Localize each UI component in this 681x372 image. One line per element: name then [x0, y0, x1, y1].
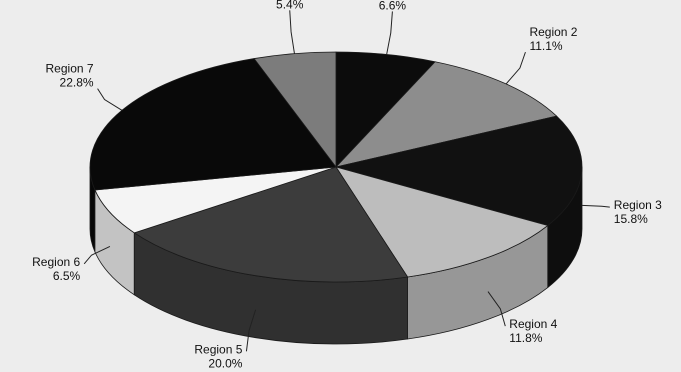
- pie-slice-5: [133, 166, 408, 283]
- pie-slice-8: [253, 51, 337, 168]
- pie-slice-4: [335, 166, 549, 278]
- leader-line-5: [245, 309, 257, 352]
- slice-value-7: 22.8%: [60, 76, 94, 90]
- slice-value-5: 20.0%: [208, 356, 242, 370]
- slice-value-2: 11.1%: [529, 39, 562, 53]
- slice-label-3: Region 3: [614, 198, 662, 212]
- slice-value-4: 11.8%: [509, 331, 542, 345]
- leader-line-3: [581, 204, 610, 208]
- pie-top-faces: [89, 51, 583, 283]
- slice-label-2: Region 2: [529, 25, 577, 39]
- slice-value-8: 5.4%: [276, 0, 304, 11]
- leader-line-8: [289, 10, 295, 54]
- slice-label-7: Region 7: [46, 62, 94, 76]
- leader-line-2: [505, 51, 526, 85]
- leader-line-7: [97, 88, 123, 111]
- slice-value-1: 6.6%: [379, 0, 407, 12]
- slice-label-4: Region 4: [509, 317, 557, 331]
- leader-line-4: [487, 291, 506, 327]
- slice-value-3: 15.8%: [614, 212, 648, 226]
- slice-labels: Region 16.6%Region 211.1%Region 315.8%Re…: [32, 0, 662, 370]
- leader-line-6: [83, 245, 111, 265]
- slice-value-6: 6.5%: [53, 269, 81, 283]
- slice-label-6: Region 6: [32, 255, 80, 269]
- leader-line-1: [386, 11, 393, 55]
- pie-slice-3: [335, 115, 583, 226]
- slice-label-5: Region 5: [194, 342, 242, 356]
- pie-slice-7: [89, 58, 337, 191]
